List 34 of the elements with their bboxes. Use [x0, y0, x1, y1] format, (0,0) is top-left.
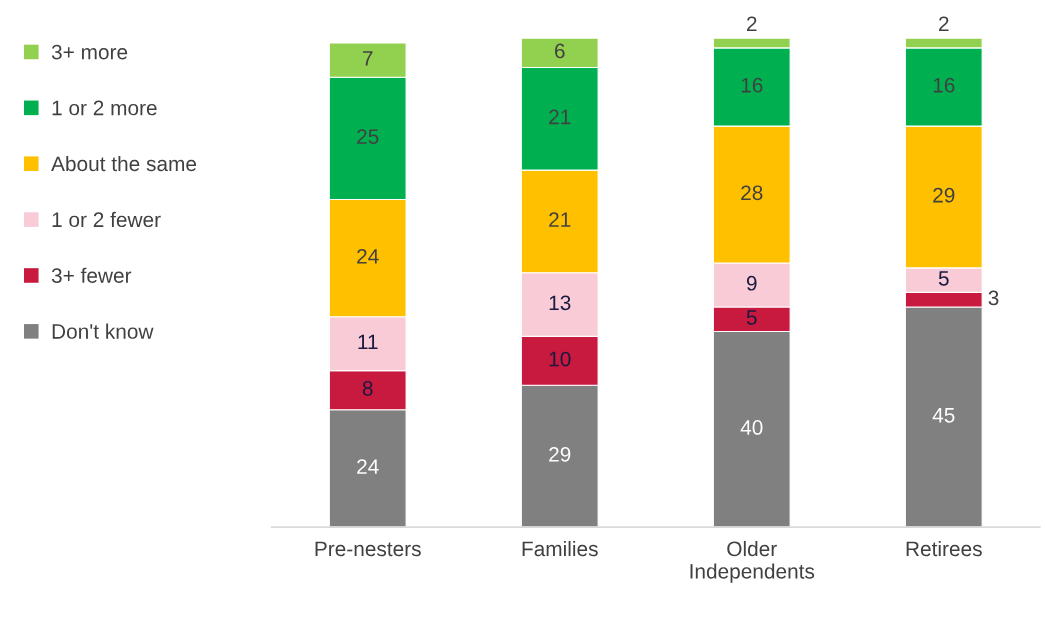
- legend-label: 1 or 2 fewer: [52, 211, 161, 228]
- data-label: 10: [549, 351, 571, 367]
- data-label: 25: [357, 129, 379, 144]
- data-label: 21: [549, 109, 571, 125]
- data-label: 8: [362, 380, 373, 396]
- legend-label: 3+ more: [51, 44, 128, 60]
- data-label: 2: [939, 16, 949, 31]
- x-tick-label: Pre-nesters: [315, 541, 421, 557]
- data-label: 24: [357, 459, 379, 474]
- data-label: 29: [549, 446, 571, 462]
- data-label: 6: [554, 43, 565, 59]
- data-label: 2: [747, 16, 757, 31]
- legend-label: 1 or 2 more: [52, 100, 157, 116]
- data-label: 9: [746, 275, 757, 291]
- x-tick-label: Older Independents: [690, 540, 815, 583]
- data-label: 5: [746, 310, 757, 325]
- data-label: 45: [932, 408, 955, 423]
- data-label: 29: [933, 187, 955, 203]
- data-label: 11: [358, 334, 378, 350]
- data-label: 13: [549, 295, 571, 311]
- data-label: 40: [740, 420, 763, 435]
- x-tick-label: Families: [522, 540, 598, 557]
- legend-label: Don't know: [52, 323, 154, 339]
- legend-label: About the same: [51, 155, 197, 172]
- legend-label: 3+ fewer: [51, 267, 132, 283]
- data-label: 7: [362, 51, 373, 66]
- data-label: 24: [357, 248, 379, 264]
- data-label: 21: [549, 212, 571, 227]
- x-tick-label: Retirees: [906, 540, 982, 557]
- data-label: 3: [988, 290, 999, 306]
- data-label: 28: [741, 185, 763, 201]
- data-label: 16: [933, 77, 955, 93]
- data-label: 5: [938, 271, 949, 286]
- data-label: 16: [741, 77, 763, 93]
